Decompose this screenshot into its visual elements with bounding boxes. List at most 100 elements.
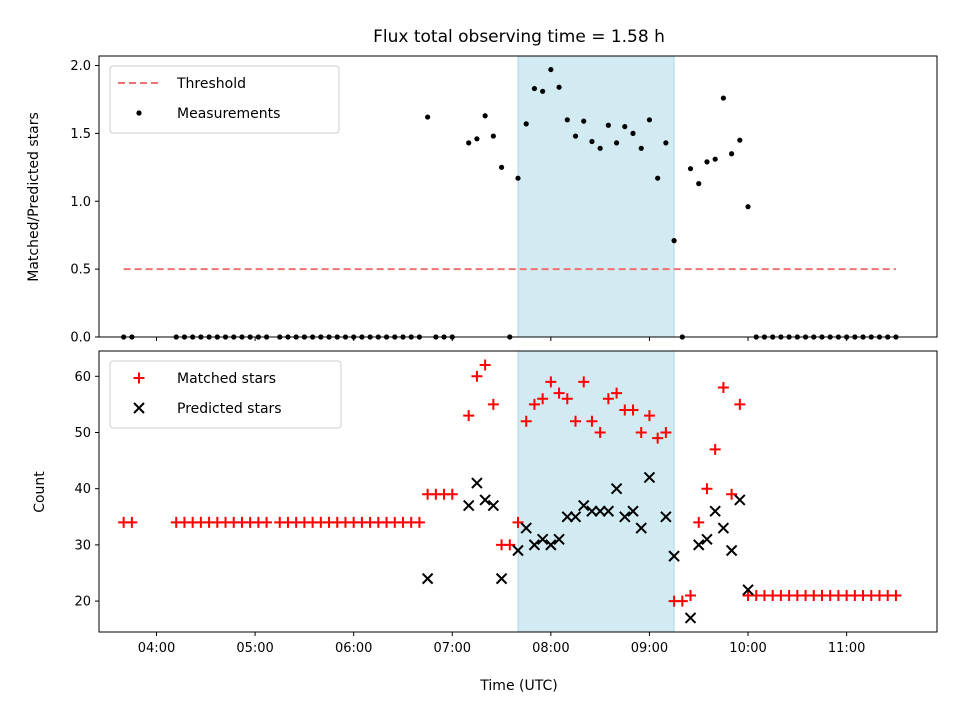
predicted-star-point <box>619 511 631 523</box>
measurement-point <box>482 113 488 119</box>
y-tick-label: 20 <box>74 595 91 610</box>
x-tick-label: 06:00 <box>335 641 372 656</box>
measurement-point <box>696 181 702 187</box>
predicted-star-point <box>578 499 590 512</box>
matched-star-point <box>413 516 425 528</box>
top-panel: 0.0 0.5 1.0 1.5 2.0 Threshold Measurements <box>70 55 938 346</box>
measurement-point <box>490 133 496 139</box>
matched-star-point <box>594 426 606 438</box>
predicted-star-point <box>725 544 738 557</box>
x-tick-label: 08:00 <box>532 641 569 656</box>
matched-star-point <box>701 483 713 495</box>
matched-star-point <box>471 370 483 382</box>
matched-star-point <box>553 387 565 399</box>
legend-predicted-swatch <box>133 402 145 414</box>
matched-star-point <box>635 426 647 438</box>
predicted-star-point <box>462 499 475 512</box>
matched-star-point <box>537 393 549 405</box>
axes-frame <box>98 350 938 633</box>
predicted-star-point <box>635 522 647 534</box>
measurement-point <box>655 175 661 181</box>
measurement-point <box>572 133 579 139</box>
measurement-point <box>605 122 611 128</box>
y-tick-label: 30 <box>74 538 91 553</box>
matched-star-point <box>726 488 738 500</box>
measurement-point <box>564 117 570 123</box>
matched-star-point <box>693 516 705 528</box>
predicted-star-point <box>742 584 754 596</box>
measurement-point <box>523 121 529 127</box>
y-tick-label: 60 <box>74 370 91 385</box>
shaded-time-span <box>517 350 675 633</box>
series-matched-stars <box>118 359 902 607</box>
predicted-star-point <box>528 539 541 551</box>
x-tick-label: 10:00 <box>729 641 766 656</box>
legend-label: Predicted stars <box>177 401 282 417</box>
legend-matched-swatch <box>133 372 145 384</box>
legend: Matched stars Predicted stars <box>109 360 342 429</box>
predicted-star-point <box>668 550 680 562</box>
legend: Threshold Measurements <box>109 65 340 134</box>
measurement-point <box>597 145 603 151</box>
matched-star-point <box>261 516 273 528</box>
measurement-point <box>712 156 718 162</box>
matched-star-point <box>890 589 902 601</box>
matched-star-point <box>717 382 729 394</box>
measurement-point <box>671 238 677 244</box>
predicted-star-point <box>553 533 565 545</box>
matched-star-point <box>586 415 598 427</box>
measurement-point <box>474 136 480 142</box>
shaded-time-span <box>517 55 675 338</box>
measurement-point <box>663 140 669 146</box>
matched-star-point <box>126 516 138 528</box>
matched-star-point <box>512 516 524 528</box>
predicted-star-point <box>479 494 491 506</box>
predicted-star-point <box>421 572 434 585</box>
matched-star-point <box>643 410 655 422</box>
measurement-point <box>498 164 505 170</box>
predicted-star-point <box>660 511 672 523</box>
matched-star-point <box>578 376 590 388</box>
predicted-star-point <box>602 505 615 517</box>
y-tick-label: 1.5 <box>70 127 91 142</box>
legend-label: Matched stars <box>177 371 276 387</box>
predicted-star-point <box>495 572 508 585</box>
axes-frame <box>98 55 938 338</box>
predicted-star-point <box>586 505 598 517</box>
predicted-star-point <box>684 612 697 624</box>
predicted-star-point <box>487 499 500 512</box>
measurement-point <box>613 140 620 146</box>
chart-title: Flux total observing time = 1.58 h <box>373 27 665 47</box>
matched-star-point <box>734 398 746 410</box>
y-tick-label: 40 <box>74 482 91 497</box>
predicted-star-point <box>701 533 713 545</box>
predicted-star-point <box>561 511 574 523</box>
legend-box <box>109 65 340 134</box>
predicted-star-point <box>734 494 746 506</box>
measurement-point <box>581 118 587 124</box>
matched-star-point <box>602 393 614 405</box>
legend-measurement-swatch <box>136 110 142 116</box>
x-tick-label: 07:00 <box>434 641 471 656</box>
matched-star-point <box>676 595 688 607</box>
predicted-star-point <box>569 511 582 523</box>
matched-star-point <box>479 359 491 371</box>
measurement-point <box>425 114 431 120</box>
measurement-point <box>638 145 644 151</box>
matched-star-point <box>627 404 639 416</box>
measurement-point <box>548 66 554 73</box>
measurement-point <box>531 85 538 92</box>
x-tick-label: 09:00 <box>631 641 668 656</box>
measurement-point <box>466 140 472 146</box>
predicted-star-point <box>709 505 721 517</box>
measurement-point <box>556 84 562 90</box>
measurement-point <box>704 159 710 165</box>
predicted-star-point <box>536 533 549 545</box>
measurement-point <box>515 175 521 181</box>
matched-star-point <box>561 393 573 405</box>
matched-star-point <box>709 443 721 455</box>
matched-star-point <box>611 387 623 399</box>
bottom-y-axis-label: Count <box>32 471 48 513</box>
measurement-point <box>745 204 751 210</box>
